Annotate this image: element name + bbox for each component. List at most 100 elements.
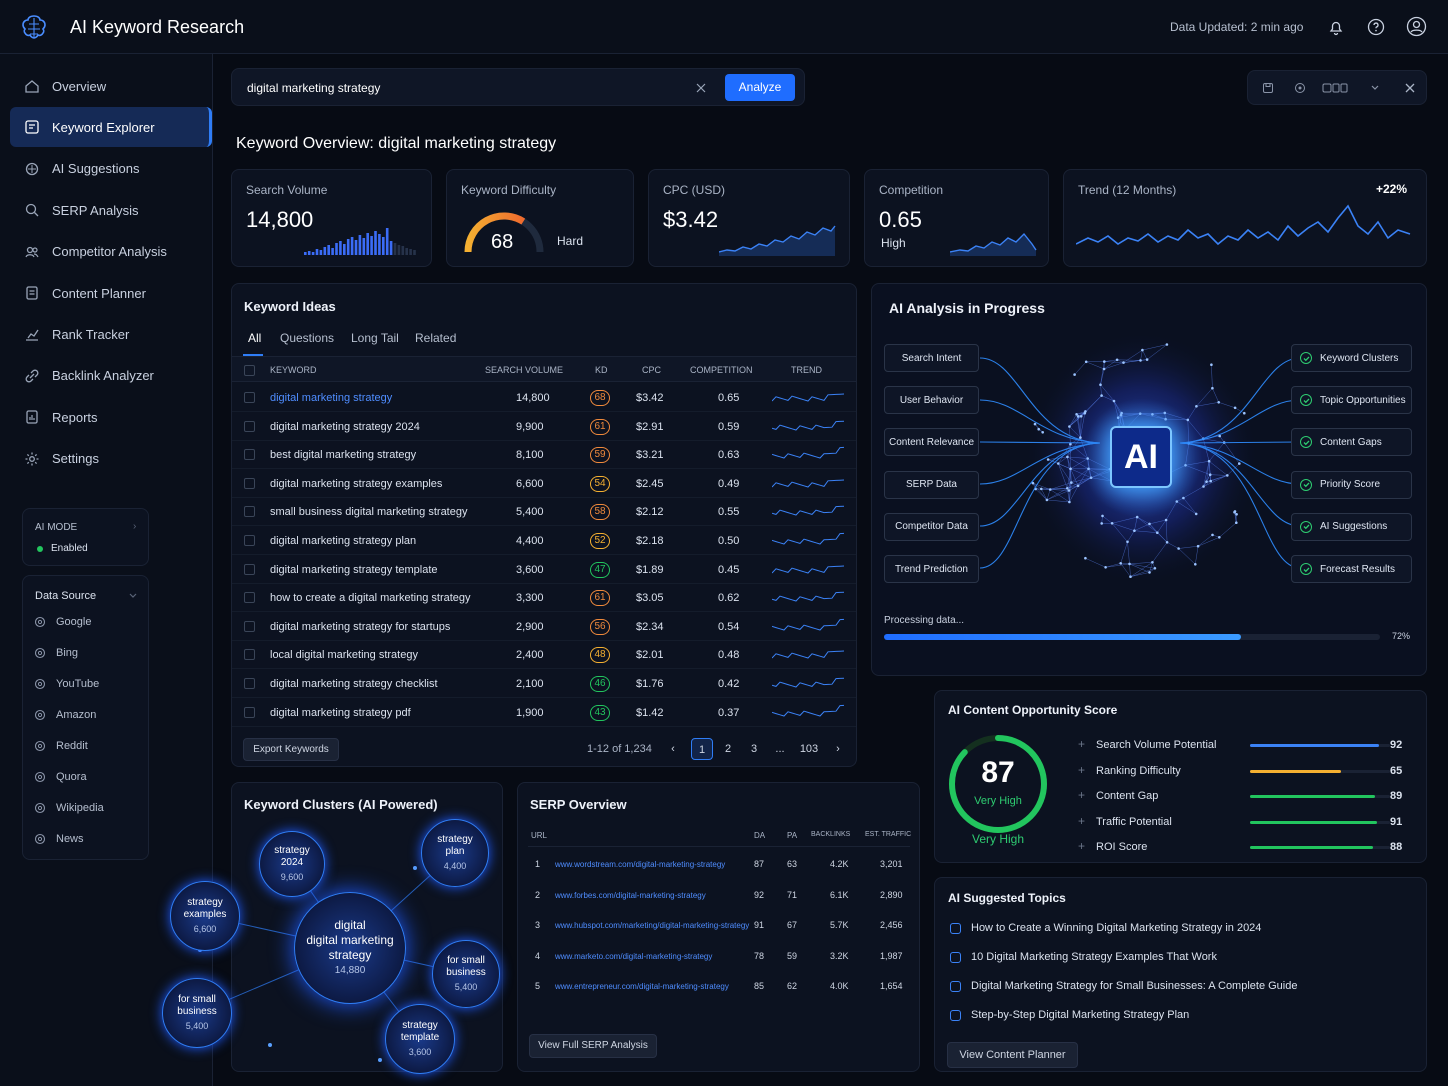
keyword-cell[interactable]: digital marketing strategy template xyxy=(270,563,438,576)
close-icon[interactable] xyxy=(1405,83,1415,93)
keyword-cell[interactable]: digital marketing strategy for startups xyxy=(270,620,451,633)
share-icon[interactable] xyxy=(1294,82,1306,94)
page-button[interactable]: 3 xyxy=(750,743,758,755)
help-icon[interactable] xyxy=(1367,18,1385,36)
sidebar-item-content-planner[interactable]: Content Planner xyxy=(10,273,212,313)
sidebar-item-settings[interactable]: Settings xyxy=(10,439,212,479)
serp-row[interactable]: 4 www.marketo.com/digital-marketing-strat… xyxy=(518,941,918,971)
keyword-cell[interactable]: digital marketing strategy xyxy=(270,392,393,404)
bell-icon[interactable] xyxy=(1327,18,1345,36)
serp-row[interactable]: 3 www.hubspot.com/marketing/digital-marke… xyxy=(518,910,918,940)
cluster-node[interactable]: strategy template 3,600 xyxy=(385,1004,455,1074)
row-checkbox[interactable] xyxy=(244,620,255,632)
row-checkbox[interactable] xyxy=(244,506,255,518)
keyword-cell[interactable]: small business digital marketing strateg… xyxy=(270,506,468,519)
topic-item[interactable]: 10 Digital Marketing Strategy Examples T… xyxy=(950,951,1217,963)
row-checkbox[interactable] xyxy=(244,706,255,718)
sidebar-item-overview[interactable]: Overview xyxy=(10,66,212,106)
keyword-cell[interactable]: digital marketing strategy plan xyxy=(270,535,417,547)
row-checkbox[interactable] xyxy=(244,449,255,461)
col-keyword[interactable]: KEYWORD xyxy=(270,365,317,375)
keyword-cell[interactable]: digital marketing strategy examples xyxy=(270,477,443,490)
table-row[interactable]: digital marketing strategy pdf 1,900 43 $1.… xyxy=(232,699,856,727)
col-competition[interactable]: COMPETITION xyxy=(690,365,753,375)
serp-url[interactable]: www.wordstream.com/digital-marketing-str… xyxy=(555,860,726,869)
sidebar-item-ai-suggestions[interactable]: AI Suggestions xyxy=(10,149,212,189)
source-item-bing[interactable]: Bing xyxy=(34,647,78,659)
serp-url[interactable]: www.forbes.com/digital-marketing-strateg… xyxy=(555,890,706,900)
row-checkbox[interactable] xyxy=(244,477,255,489)
source-item-youtube[interactable]: YouTube xyxy=(34,678,99,690)
table-row[interactable]: local digital marketing strategy 2,400 48 $… xyxy=(232,641,856,670)
chevron-down-icon[interactable] xyxy=(1371,85,1379,91)
source-item-wikipedia[interactable]: Wikipedia xyxy=(34,802,104,814)
sidebar-item-reports[interactable]: Reports xyxy=(10,397,212,437)
col-kd[interactable]: KD xyxy=(595,365,608,375)
page-button[interactable]: 2 xyxy=(724,743,732,755)
view-content-planner-button[interactable]: View Content Planner xyxy=(947,1042,1078,1068)
row-checkbox[interactable] xyxy=(244,563,255,575)
source-item-amazon[interactable]: Amazon xyxy=(34,709,96,721)
chevron-down-icon[interactable] xyxy=(129,593,137,599)
keyword-cell[interactable]: digital marketing strategy 2024 xyxy=(270,420,420,433)
col-cpc[interactable]: CPC xyxy=(642,365,662,375)
table-row[interactable]: digital marketing strategy template 3,600… xyxy=(232,556,856,584)
serp-row[interactable]: 1 www.wordstream.com/digital-marketing-st… xyxy=(518,849,918,879)
cluster-node[interactable]: for small business 5,400 xyxy=(162,978,232,1048)
row-checkbox[interactable] xyxy=(244,678,255,689)
tab-related[interactable]: Related xyxy=(415,331,457,345)
view-serp-button[interactable]: View Full SERP Analysis xyxy=(529,1034,657,1058)
table-row[interactable]: digital marketing strategy for startups 2… xyxy=(232,613,856,641)
row-checkbox[interactable] xyxy=(244,535,255,546)
table-row[interactable]: how to create a digital marketing strate… xyxy=(232,584,856,613)
keyword-cell[interactable]: local digital marketing strategy xyxy=(270,649,418,662)
sidebar-item-backlink-analyzer[interactable]: Backlink Analyzer xyxy=(10,356,212,396)
export-keywords-button[interactable]: Export Keywords xyxy=(243,738,339,761)
cluster-node[interactable]: strategy 2024 9,600 xyxy=(259,831,325,897)
clear-icon[interactable] xyxy=(696,83,706,93)
keyword-cell[interactable]: digital marketing strategy checklist xyxy=(270,678,438,690)
table-row[interactable]: digital marketing strategy checklist 2,10… xyxy=(232,670,856,698)
sidebar-item-keyword-explorer[interactable]: Keyword Explorer xyxy=(10,107,212,148)
serp-row[interactable]: 5 www.entrepreneur.com/digital-marketing-… xyxy=(518,971,918,1001)
page-button[interactable]: 103 xyxy=(799,743,819,755)
row-checkbox[interactable] xyxy=(244,649,255,661)
export-icon[interactable] xyxy=(1322,82,1348,94)
table-row[interactable]: digital marketing strategy 2024 9,900 61 $2… xyxy=(232,413,856,441)
table-row[interactable]: digital marketing strategy examples 6,600… xyxy=(232,470,856,498)
serp-url[interactable]: www.marketo.com/digital-marketing-strate… xyxy=(555,951,713,961)
tab-long-tail[interactable]: Long Tail xyxy=(351,331,399,345)
prev-page-icon[interactable]: ‹ xyxy=(671,743,675,755)
tab-questions[interactable]: Questions xyxy=(280,331,335,345)
keyword-cell[interactable]: digital marketing strategy pdf xyxy=(270,706,411,719)
topic-item[interactable]: How to Create a Winning Digital Marketin… xyxy=(950,922,1261,934)
sidebar-item-competitor-analysis[interactable]: Competitor Analysis xyxy=(10,232,212,272)
topic-item[interactable]: Digital Marketing Strategy for Small Bus… xyxy=(950,980,1297,992)
source-item-google[interactable]: Google xyxy=(34,616,91,628)
table-row[interactable]: digital marketing strategy plan 4,400 52 $2… xyxy=(232,527,856,555)
cluster-node[interactable]: strategy examples 6,600 xyxy=(170,881,240,951)
row-checkbox[interactable] xyxy=(244,392,255,403)
save-icon[interactable] xyxy=(1262,82,1274,94)
sidebar-item-serp-analysis[interactable]: SERP Analysis xyxy=(10,190,212,230)
table-row[interactable]: digital marketing strategy 14,800 68 $3.42 0… xyxy=(232,384,856,412)
row-checkbox[interactable] xyxy=(244,592,255,604)
serp-url[interactable]: www.hubspot.com/marketing/digital-market… xyxy=(555,921,750,930)
search-input[interactable]: digital marketing strategy xyxy=(247,81,381,95)
serp-url[interactable]: www.entrepreneur.com/digital-marketing-s… xyxy=(555,982,729,991)
serp-row[interactable]: 2 www.forbes.com/digital-marketing-strate… xyxy=(518,880,918,910)
row-checkbox[interactable] xyxy=(244,420,255,432)
select-all-checkbox[interactable] xyxy=(244,365,255,376)
source-item-reddit[interactable]: Reddit xyxy=(34,740,88,752)
ai-mode-card[interactable]: AI MODE › Enabled xyxy=(22,508,149,566)
col-volume[interactable]: SEARCH VOLUME xyxy=(485,365,564,375)
source-item-quora[interactable]: Quora xyxy=(34,771,87,783)
topic-item[interactable]: Step-by-Step Digital Marketing Strategy … xyxy=(950,1009,1189,1021)
cluster-center[interactable]: digital digital marketing strategy 14,880 xyxy=(294,892,406,1004)
keyword-cell[interactable]: how to create a digital marketing strate… xyxy=(270,592,471,605)
tab-all[interactable]: All xyxy=(248,331,262,345)
user-avatar-icon[interactable] xyxy=(1406,16,1427,37)
table-row[interactable]: small business digital marketing strateg… xyxy=(232,498,856,527)
page-button[interactable]: 1 xyxy=(691,738,713,760)
cluster-node[interactable]: for small business 5,400 xyxy=(432,940,500,1008)
